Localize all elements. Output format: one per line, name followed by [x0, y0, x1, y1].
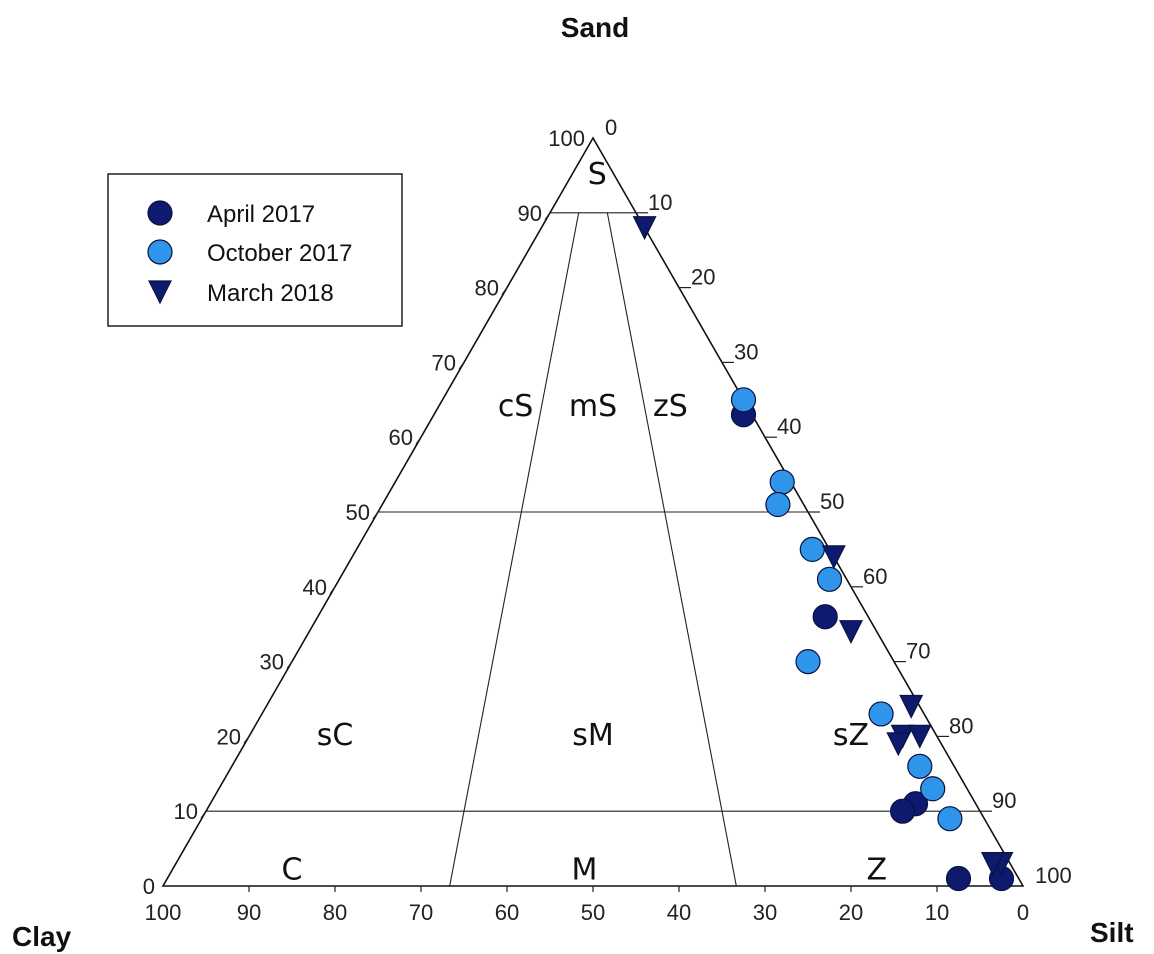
- clay-tick-label: 0: [1017, 900, 1029, 925]
- silt-tick-label: 90: [992, 788, 1016, 813]
- legend-label-march-2018: March 2018: [207, 280, 334, 307]
- point-october-2017: [818, 567, 842, 591]
- point-march-2018: [909, 725, 931, 747]
- region-label-zS: zS: [653, 389, 688, 424]
- sand-tick-label: 0: [143, 874, 155, 899]
- clay-tick-label: 60: [495, 900, 519, 925]
- silt-tick-label: 100: [1035, 863, 1072, 888]
- silt-tick-label: 0: [605, 115, 617, 140]
- clay-tick-label: 90: [237, 900, 261, 925]
- silt-tick-label: 60: [863, 564, 887, 589]
- silt-tick-label: 80: [949, 713, 973, 738]
- sand-tick-label: 30: [260, 650, 284, 675]
- clay-tick-label: 100: [145, 900, 182, 925]
- vertex-label-clay: Clay: [12, 921, 72, 952]
- point-october-2017: [908, 754, 932, 778]
- clay-tick-label: 80: [323, 900, 347, 925]
- clay-tick-label: 40: [667, 900, 691, 925]
- clay-tick-label: 10: [925, 900, 949, 925]
- clay-tick-label: 30: [753, 900, 777, 925]
- region-label-C: C: [282, 853, 303, 888]
- silt-tick-label: 70: [906, 639, 930, 664]
- region-label-M: M: [571, 853, 597, 888]
- point-april-2017: [947, 867, 971, 891]
- sand-tick-label: 80: [475, 276, 499, 301]
- region-label-sM: sM: [572, 718, 614, 753]
- sand-tick-label: 90: [518, 201, 542, 226]
- point-october-2017: [796, 650, 820, 674]
- point-april-2017: [891, 799, 915, 823]
- sand-tick-label: 70: [432, 350, 456, 375]
- point-october-2017: [921, 777, 945, 801]
- silt-tick-label: 50: [820, 489, 844, 514]
- sand-tick-label: 20: [217, 724, 241, 749]
- clay-tick-label: 50: [581, 900, 605, 925]
- clay-tick-label: 20: [839, 900, 863, 925]
- point-march-2018: [840, 621, 862, 643]
- point-october-2017: [869, 702, 893, 726]
- point-october-2017: [732, 388, 756, 412]
- region-label-sC: sC: [317, 718, 354, 753]
- sand-tick-label: 60: [389, 425, 413, 450]
- point-october-2017: [770, 470, 794, 494]
- silt-tick-label: 30: [734, 339, 758, 364]
- sand-tick-label: 10: [174, 799, 198, 824]
- point-april-2017: [813, 605, 837, 629]
- point-march-2018: [887, 733, 909, 755]
- point-october-2017: [766, 493, 790, 517]
- legend-label-april-2017: April 2017: [207, 201, 315, 228]
- legend: April 2017 October 2017 March 2018: [108, 174, 402, 326]
- point-march-2018: [823, 546, 845, 568]
- region-label-sZ: sZ: [833, 718, 869, 753]
- ratio-line-1: [450, 213, 579, 886]
- sand-tick-label: 50: [346, 500, 370, 525]
- data-points: [634, 217, 1014, 891]
- vertex-label-sand: Sand: [561, 12, 629, 43]
- silt-tick-label: 40: [777, 414, 801, 439]
- region-label-cS: cS: [498, 389, 534, 424]
- sand-tick-label: 40: [303, 575, 327, 600]
- legend-marker-october-2017: [148, 240, 172, 264]
- vertex-label-silt: Silt: [1090, 917, 1134, 948]
- point-october-2017: [800, 537, 824, 561]
- legend-label-october-2017: October 2017: [207, 240, 352, 267]
- silt-tick-label: 20: [691, 265, 715, 290]
- clay-tick-label: 70: [409, 900, 433, 925]
- silt-tick-label: 10: [648, 190, 672, 215]
- point-march-2018: [634, 217, 656, 239]
- region-label-mS: mS: [569, 389, 617, 424]
- region-label-Z: Z: [867, 853, 888, 888]
- sand-tick-label: 100: [548, 126, 585, 151]
- region-label-S: S: [588, 157, 607, 192]
- point-october-2017: [938, 807, 962, 831]
- ratio-line-2: [607, 213, 736, 886]
- legend-marker-april-2017: [148, 201, 172, 225]
